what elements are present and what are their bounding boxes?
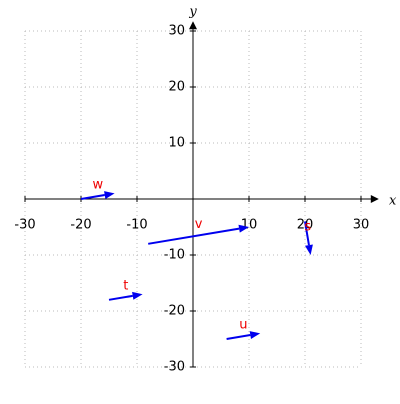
vector-head	[305, 244, 313, 255]
vector-shaft	[226, 334, 251, 340]
vector-shaft	[304, 221, 310, 246]
vector-label: u	[239, 318, 247, 333]
y-tick-label: -10	[164, 248, 185, 263]
x-tick-label: -10	[126, 218, 147, 233]
vector-label: w	[92, 178, 103, 193]
vector	[108, 291, 143, 301]
y-tick-label: 20	[168, 80, 185, 95]
vector	[148, 224, 249, 245]
vector	[80, 191, 115, 200]
y-tick-label: -20	[164, 304, 185, 319]
vector-label: s	[304, 220, 311, 235]
x-axis-label: x	[389, 194, 397, 209]
vector-head	[249, 331, 261, 339]
vector-head	[132, 291, 143, 300]
y-tick-label: 30	[168, 24, 185, 39]
vector-shaft	[80, 194, 105, 200]
vector-shaft	[148, 227, 240, 245]
vector	[304, 221, 313, 255]
vector-head	[104, 191, 115, 199]
x-tick-label: -30	[14, 218, 35, 233]
y-tick-label: -30	[164, 360, 185, 375]
x-tick-label: 30	[353, 218, 370, 233]
vector-label: v	[195, 217, 203, 232]
vector-label: t	[123, 279, 128, 294]
y-tick-label: 10	[168, 136, 185, 151]
vector-head	[238, 224, 249, 233]
y-axis-label: y	[188, 5, 197, 20]
vector-shaft	[108, 294, 133, 301]
x-tick-label: -20	[70, 218, 91, 233]
vector	[226, 331, 261, 340]
